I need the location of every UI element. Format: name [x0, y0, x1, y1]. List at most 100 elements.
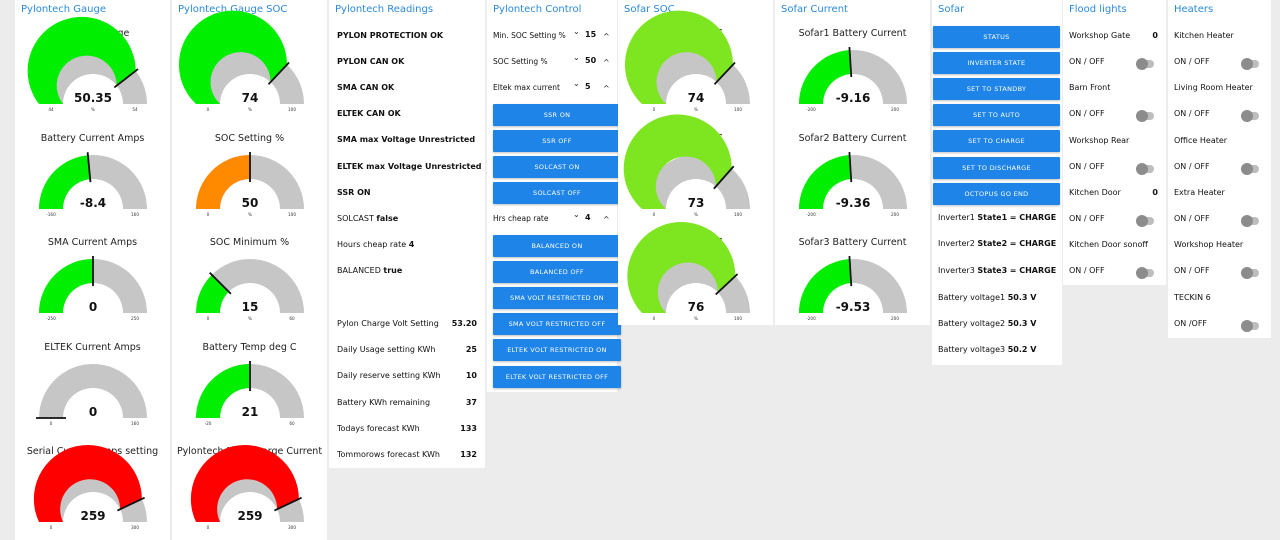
toggle-switch[interactable]: [1241, 162, 1259, 175]
chevron-up-icon[interactable]: ^: [603, 84, 610, 93]
toggle-switch[interactable]: [1136, 267, 1154, 280]
gauge-fill: [178, 10, 287, 104]
switch-row: ON / OFF: [1168, 52, 1271, 76]
number-stepper[interactable]: Hrs cheap rate ⌄ 4 ^: [487, 208, 617, 232]
kv-label: SOLCAST: [337, 213, 374, 223]
gauge-needle: [116, 496, 145, 512]
reading-row: Tommorows forecast KWh 132: [329, 445, 485, 469]
gauge-fill: [190, 445, 299, 522]
gauge-value: 73: [687, 196, 704, 210]
gauge-max-label: 100: [734, 212, 742, 217]
toggle-switch[interactable]: [1241, 267, 1259, 280]
gauge: 73 0 100%: [623, 113, 750, 217]
gauge-min-label: -20: [204, 421, 211, 426]
panel-pylontech-control: Pylontech Control Min. SOC Setting % ⌄ 15 ^…: [487, 0, 621, 392]
gauge-title: SOC Setting %: [214, 132, 285, 144]
gauge-max-label: 300: [131, 525, 139, 530]
gauge: 21 -20 60: [195, 360, 304, 426]
chevron-up-icon[interactable]: ^: [603, 58, 610, 67]
kv-text: Hours cheap rate 4: [337, 240, 414, 249]
stepper-value: 5: [585, 82, 591, 91]
gauge-needle: [712, 165, 734, 189]
toggle-knob: [1241, 110, 1253, 123]
chevron-down-icon[interactable]: ⌄: [573, 210, 580, 219]
gauge: 76 0 100%: [626, 222, 750, 321]
action-button[interactable]: SET TO STANDBY: [933, 78, 1060, 101]
chevron-up-icon[interactable]: ^: [603, 32, 610, 41]
reading-row: Todays forecast KWh 133: [329, 419, 485, 443]
number-stepper[interactable]: Min. SOC Setting % ⌄ 15 ^: [487, 25, 617, 49]
action-button[interactable]: SOLCAST OFF: [493, 182, 621, 205]
device-label: Workshop Heater: [1174, 240, 1244, 250]
status-label: SSR ON: [337, 187, 371, 197]
action-button[interactable]: SSR OFF: [493, 130, 621, 153]
reading-value: 37: [465, 397, 477, 407]
gauge-min-label: 0: [206, 212, 209, 217]
number-stepper[interactable]: Eltek max current ⌄ 5 ^: [487, 77, 617, 101]
action-button[interactable]: SMA VOLT RESTRICTED ON: [493, 287, 621, 310]
action-button[interactable]: BALANCED OFF: [493, 261, 621, 284]
gauge-title: Sofar1 Battery Current: [798, 28, 907, 39]
gauge-title: SOC Minimum %: [209, 237, 290, 248]
inverter-label: Inverter2: [938, 239, 975, 249]
panel-title: Sofar SOC: [624, 4, 675, 15]
panel-title: Pylontech Gauge SOC: [178, 4, 288, 15]
toggle-switch[interactable]: [1241, 319, 1259, 332]
switch-label: ON / OFF: [1174, 109, 1210, 119]
action-button[interactable]: OCTOPUS GO END: [933, 182, 1060, 205]
toggle-switch[interactable]: [1241, 110, 1259, 123]
gauge-fill: [195, 363, 250, 418]
gauge-value: 0: [88, 300, 96, 314]
toggle-switch[interactable]: [1241, 58, 1259, 70]
gauge-min-label: -250: [46, 316, 56, 321]
action-button[interactable]: ELTEK VOLT RESTRICTED ON: [493, 339, 621, 362]
gauge-fill: [38, 154, 90, 209]
toggle-switch[interactable]: [1136, 214, 1154, 227]
chevron-down-icon[interactable]: ⌄: [573, 53, 580, 62]
gauge-fill: [27, 16, 136, 104]
gauge-max-label: 100: [734, 316, 742, 321]
switch-label: ON / OFF: [1174, 161, 1210, 171]
action-button[interactable]: SET TO AUTO: [933, 104, 1060, 127]
toggle-switch[interactable]: [1136, 110, 1154, 123]
gauge-min-label: 0: [652, 107, 655, 112]
reading-row: Battery KWh remaining 37: [329, 393, 485, 417]
inverter-state-text: Inverter1 State1 = CHARGE: [938, 213, 1056, 222]
chevron-up-icon[interactable]: ^: [603, 215, 610, 224]
switch-row: ON / OFF: [1168, 104, 1271, 128]
chevron-down-icon[interactable]: ⌄: [573, 79, 580, 88]
toggle-switch[interactable]: [1136, 162, 1154, 175]
status-row: PYLON PROTECTION OK: [329, 26, 485, 50]
gauge-max-label: 100: [288, 107, 296, 112]
chevron-down-icon[interactable]: ⌄: [573, 27, 580, 36]
gauge-max-label: 200: [891, 316, 899, 321]
switch-row: ON / OFF: [1063, 157, 1166, 181]
device-label: Kitchen Door sonoff: [1069, 240, 1148, 250]
toggle-switch[interactable]: [1241, 214, 1259, 227]
gauge-max-label: 60: [289, 316, 295, 321]
toggle-switch[interactable]: [1136, 58, 1154, 70]
action-button[interactable]: STATUS: [933, 26, 1060, 48]
reading-row: Daily Usage setting KWh 25: [329, 340, 485, 364]
action-button[interactable]: BALANCED ON: [493, 235, 621, 257]
gauge: 50 0 100%: [195, 151, 304, 217]
action-button[interactable]: SET TO DISCHARGE: [933, 156, 1060, 179]
action-button[interactable]: SSR ON: [493, 104, 621, 126]
number-stepper[interactable]: SOC Setting % ⌄ 50 ^: [487, 51, 617, 75]
action-button[interactable]: SOLCAST ON: [493, 156, 621, 179]
action-button[interactable]: SET TO CHARGE: [933, 130, 1060, 153]
gauge-max-label: 100: [288, 212, 296, 217]
kv-row: Hours cheap rate 4: [329, 235, 485, 259]
device-row: Extra Heater: [1168, 183, 1271, 207]
battery-voltage-row: Battery voltage1 50.3 V: [932, 288, 1062, 312]
gauge: 50.35 44 54%: [27, 16, 147, 112]
gauge: -9.16 -200 200: [798, 47, 907, 112]
action-button[interactable]: INVERTER STATE: [933, 52, 1060, 75]
gauge-fill: [38, 259, 93, 313]
panel-title: Pylontech Readings: [335, 4, 434, 15]
action-button[interactable]: SMA VOLT RESTRICTED OFF: [493, 313, 621, 336]
action-button[interactable]: ELTEK VOLT RESTRICTED OFF: [493, 365, 621, 388]
gauge-max-label: 160: [131, 421, 139, 426]
gauge-fill: [624, 10, 733, 104]
